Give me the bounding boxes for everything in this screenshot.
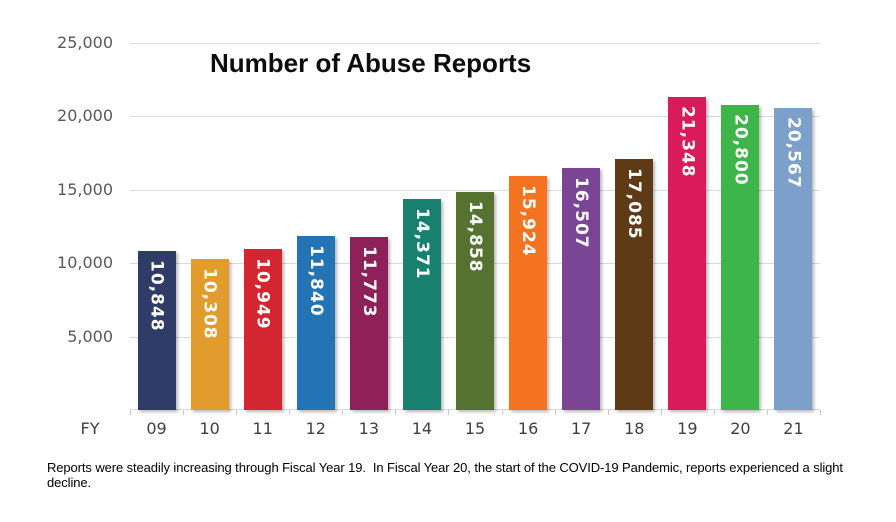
bar-slot: 16,507 <box>555 43 608 410</box>
x-tick-label-fy11: 11 <box>252 419 273 438</box>
gridline <box>130 189 820 191</box>
axis-tick <box>342 410 344 415</box>
y-tick-label: 5,000 <box>67 326 113 346</box>
bar-slot: 20,800 <box>714 43 767 410</box>
axis-tick <box>183 410 185 415</box>
bar-slot: 15,924 <box>502 43 555 410</box>
bar-slot: 14,371 <box>395 43 448 410</box>
axis-tick <box>501 410 503 415</box>
bar-value-label: 10,949 <box>252 258 273 330</box>
bar-slot: 20,567 <box>767 43 820 410</box>
x-tick-label-fy18: 18 <box>624 419 645 438</box>
x-tick-label-fy14: 14 <box>411 419 433 438</box>
bar-slot: 10,848 <box>130 43 183 410</box>
bar-fy17: 16,507 <box>562 168 601 410</box>
caption-text: Reports were steadily increasing through… <box>47 460 847 490</box>
x-axis-prefix-label: FY <box>80 419 100 438</box>
axis-tick <box>236 410 238 415</box>
y-tick-label: 20,000 <box>57 106 113 126</box>
chart-title: Number of Abuse Reports <box>210 48 532 78</box>
bar-value-label: 11,773 <box>358 246 379 318</box>
x-tick-label-fy17: 17 <box>570 419 592 438</box>
axis-tick <box>820 410 821 415</box>
x-tick-label-fy16: 16 <box>517 419 539 438</box>
bar-fy21: 20,567 <box>774 108 813 410</box>
y-tick-label: 10,000 <box>57 253 113 273</box>
bar-value-label: 21,348 <box>677 106 698 178</box>
bar-value-label: 11,840 <box>305 245 326 317</box>
x-tick-label-fy09: 09 <box>146 419 167 438</box>
x-tick-label-fy12: 12 <box>305 419 326 438</box>
bar-slot: 10,308 <box>183 43 236 410</box>
bar-value-label: 15,924 <box>518 185 539 257</box>
axis-tick <box>766 410 768 415</box>
bar-value-label: 17,085 <box>624 168 645 240</box>
y-tick-label: 15,000 <box>57 179 113 199</box>
bar-value-label: 20,800 <box>730 114 751 186</box>
gridline <box>130 43 820 44</box>
bar-fy19: 21,348 <box>668 97 707 410</box>
y-tick-label: 25,000 <box>57 33 113 52</box>
x-tick-label-fy19: 19 <box>677 419 698 438</box>
axis-tick <box>607 410 609 415</box>
axis-tick <box>448 410 450 415</box>
x-tick-label-fy21: 21 <box>783 419 804 438</box>
gridline <box>130 116 820 118</box>
bar-value-label: 20,567 <box>783 117 804 189</box>
bar-fy18: 17,085 <box>615 159 654 410</box>
axis-tick <box>713 410 715 415</box>
x-axis-labels: 09 10 11 12 13 14 15 16 17 18 19 20 21 <box>130 417 820 441</box>
bar-value-label: 10,308 <box>199 268 220 340</box>
bar-fy09: 10,848 <box>137 251 176 410</box>
bar-fy15: 14,858 <box>456 192 494 410</box>
bar-slot: 11,840 <box>289 43 342 410</box>
bar-value-label: 14,371 <box>411 208 432 280</box>
axis-tick <box>395 410 397 415</box>
bar-fy14: 14,371 <box>402 199 441 410</box>
x-tick-label-fy10: 10 <box>199 419 220 438</box>
bar-slot: 11,773 <box>342 43 395 410</box>
bar-value-label: 14,858 <box>465 201 485 273</box>
x-tick-label-fy13: 13 <box>358 419 380 438</box>
bars-row: 10,848 10,308 10,949 11,840 11,773 14,371 14,8… <box>130 43 820 410</box>
plot-area: 10,848 10,308 10,949 11,840 11,773 14,371 14,8… <box>130 43 821 415</box>
bar-slot: 21,348 <box>661 43 714 410</box>
bar-fy12: 11,840 <box>296 236 335 410</box>
axis-tick <box>660 410 662 415</box>
bar-fy13: 11,773 <box>349 237 388 410</box>
axis-tick <box>130 410 131 415</box>
axis-tick <box>554 410 556 415</box>
x-tick-label-fy15: 15 <box>464 419 486 438</box>
bar-fy20: 20,800 <box>721 105 760 410</box>
x-tick-label-fy20: 20 <box>730 419 751 438</box>
axis-tick <box>289 410 291 415</box>
bar-slot: 10,949 <box>236 43 289 410</box>
bar-fy16: 15,924 <box>509 176 548 410</box>
bar-fy11: 10,949 <box>243 249 282 410</box>
bar-value-label: 16,507 <box>571 177 592 249</box>
bar-value-label: 10,848 <box>146 260 167 332</box>
bar-slot: 14,858 <box>448 43 501 410</box>
bar-slot: 17,085 <box>608 43 661 410</box>
bar-fy10: 10,308 <box>190 259 229 410</box>
